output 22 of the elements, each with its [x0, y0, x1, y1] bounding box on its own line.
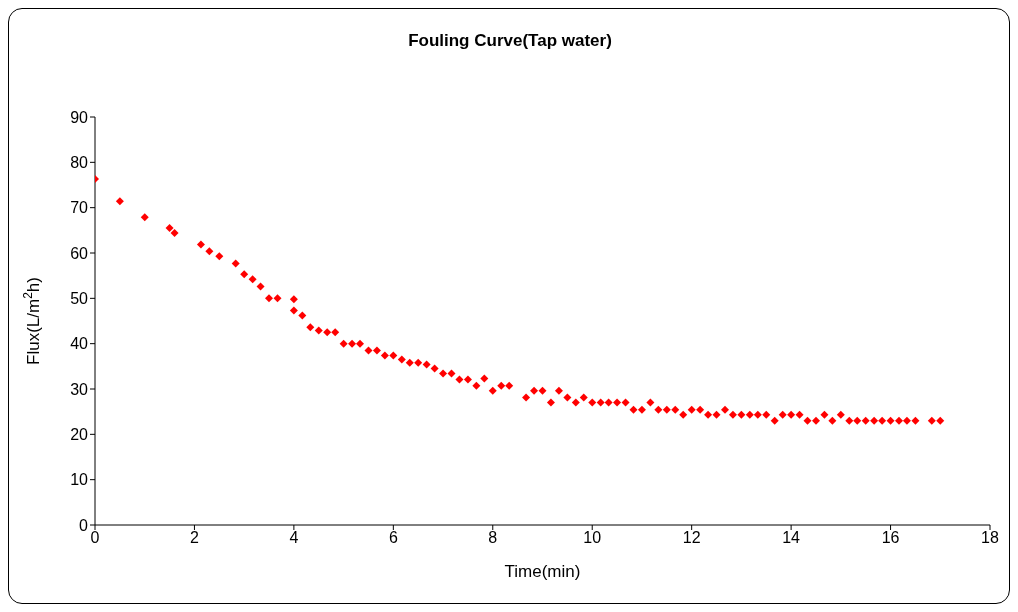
y-tick-label: 0 [79, 516, 89, 534]
y-tick-label: 20 [70, 426, 89, 444]
x-tick-label: 6 [388, 529, 398, 547]
x-tick-label: 12 [682, 529, 701, 547]
x-tick-label: 2 [189, 529, 199, 547]
x-tick-label: 10 [583, 529, 602, 547]
y-tick-label: 40 [70, 335, 89, 353]
y-tick-label: 80 [70, 154, 89, 172]
chart-title: Fouling Curve(Tap water) [407, 31, 613, 51]
x-tick-label: 0 [90, 529, 100, 547]
x-tick-label: 8 [488, 529, 498, 547]
x-tick-label: 18 [981, 529, 999, 547]
x-tick-label: 16 [881, 529, 900, 547]
x-axis-title: Time(min) [504, 562, 581, 581]
y-tick-label: 30 [70, 380, 89, 398]
y-tick-label: 70 [70, 199, 89, 217]
x-tick-label: 4 [289, 529, 299, 547]
y-tick-label: 90 [70, 108, 89, 126]
y-tick-label: 50 [70, 290, 89, 308]
y-tick-label: 60 [70, 244, 89, 262]
x-tick-label: 14 [782, 529, 801, 547]
y-tick-label: 10 [70, 471, 89, 489]
